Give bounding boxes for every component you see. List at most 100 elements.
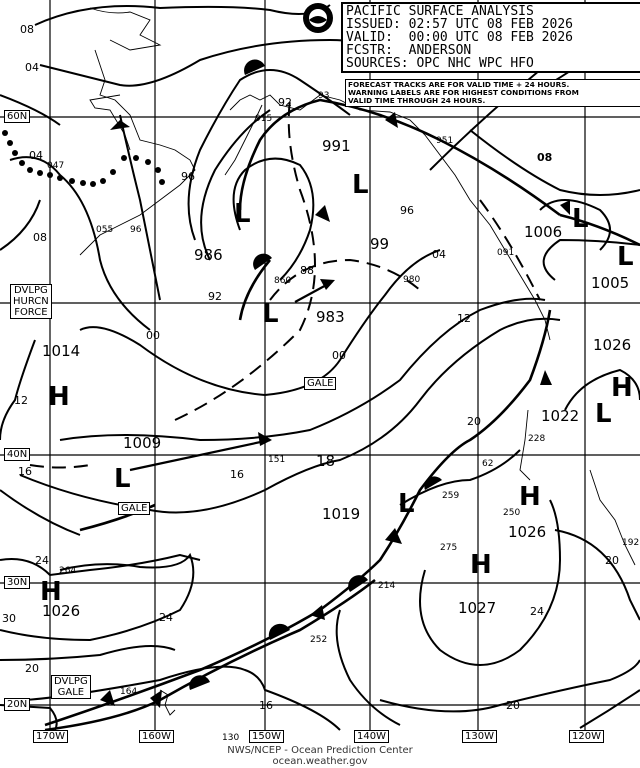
cold-front-triangle — [310, 605, 325, 620]
station-label: 951 — [436, 136, 453, 146]
pressure-label: 1006 — [524, 223, 562, 241]
pressure-label: 991 — [322, 137, 351, 155]
low-symbol: L — [352, 170, 369, 200]
warm-front-semicircle — [268, 623, 290, 640]
forecast-note: FORECAST TRACKS ARE FOR VALID TIME + 24 … — [345, 79, 640, 107]
station-label: 228 — [528, 434, 545, 444]
forecast-tracks — [129, 279, 335, 472]
station-label: 214 — [378, 581, 395, 591]
isobar-label: 20 — [25, 662, 39, 675]
lon-label-120w: 120W — [569, 730, 604, 743]
station-label: 860 — [274, 276, 291, 286]
station-label: 62 — [482, 459, 493, 469]
valid-time: VALID: 00:00 UTC 08 FEB 2026 — [346, 30, 573, 45]
pressure-label: 1009 — [123, 434, 161, 452]
isobar-label: 24 — [159, 611, 173, 624]
station-label: 915 — [255, 114, 272, 124]
ice-edge — [2, 130, 165, 187]
warning-gale: GALE — [304, 377, 337, 390]
station-label: 252 — [310, 635, 327, 645]
isobar-label: 04 — [432, 248, 446, 261]
station-label: 091 — [497, 248, 514, 258]
footer-agency: NWS/NCEP - Ocean Prediction Center — [227, 745, 413, 756]
isobar-label: 12 — [457, 312, 471, 325]
cold-front-triangle — [110, 120, 130, 130]
lat-label-20n: 20N — [4, 698, 31, 711]
station-label: 055 — [96, 225, 113, 235]
noaa-logo — [303, 3, 333, 33]
warning-line: HURCN — [13, 296, 49, 307]
isobar-label: 24 — [530, 605, 544, 618]
cold-front-triangle — [540, 370, 552, 385]
lat-label-60n: 60N — [4, 110, 31, 123]
isobar-label: 20 — [506, 699, 520, 712]
pressure-label: 986 — [194, 246, 223, 264]
high-symbol: H — [48, 382, 70, 412]
lon-label-150w: 150W — [249, 730, 284, 743]
pressure-label: 1026 — [508, 523, 546, 541]
cold-front-triangle — [150, 690, 162, 708]
isobar-labels: 08 04 04 08 96 92 00 12 16 16 24 30 20 2… — [2, 23, 619, 712]
isobar-label: 96 — [181, 170, 195, 183]
station-label: 164 — [120, 687, 137, 697]
warning-hurricane-force: DVLPG HURCN FORCE — [10, 284, 52, 319]
lat-label-30n: 30N — [4, 576, 31, 589]
station-label: 264 — [59, 566, 76, 576]
cold-front-triangle — [560, 200, 570, 215]
station-label: 250 — [503, 508, 520, 518]
low-symbol: L — [572, 204, 589, 234]
note-line: WARNING LABELS ARE FOR HIGHEST CONDITION… — [348, 88, 579, 97]
low-symbol: L — [398, 489, 415, 519]
isobar-label: 18 — [316, 452, 335, 470]
pressure-label: 1027 — [458, 599, 496, 617]
troughs — [29, 99, 541, 469]
isobar-label: 08 — [537, 151, 552, 164]
pressure-label: 1014 — [42, 342, 80, 360]
high-symbol: H — [40, 577, 62, 607]
cold-front-triangle — [100, 690, 115, 706]
cold-front-triangle — [315, 205, 330, 222]
warm-front-semicircle — [244, 59, 265, 75]
lat-label-40n: 40N — [4, 448, 31, 461]
isobar-label: 24 — [35, 554, 49, 567]
pressure-label: 1026 — [42, 602, 80, 620]
note-line: FORECAST TRACKS ARE FOR VALID TIME + 24 … — [348, 80, 570, 89]
isobar-label: 08 — [33, 231, 47, 244]
pressure-label: 1022 — [541, 407, 579, 425]
pressure-label: 99 — [370, 235, 389, 253]
station-label: 93 — [318, 91, 329, 101]
station-label: 259 — [442, 491, 459, 501]
warm-front-semicircle — [424, 476, 442, 490]
isobar-label: 16 — [18, 465, 32, 478]
map-title: PACIFIC SURFACE ANALYSIS — [346, 4, 534, 19]
warning-gale: GALE — [118, 502, 151, 515]
isobars — [0, 4, 640, 731]
isobar-label: 20 — [467, 415, 481, 428]
warning-line: GALE — [57, 687, 85, 698]
lat-lon-grid — [0, 0, 640, 732]
station-label: 151 — [268, 455, 285, 465]
low-symbol: L — [595, 399, 612, 429]
station-label: 047 — [47, 161, 64, 171]
pressure-label: 1026 — [593, 336, 631, 354]
station-label: 96 — [130, 225, 142, 235]
central-pressures: 991 986 983 99 1014 1009 1019 1026 1026 … — [42, 137, 631, 620]
footer-url[interactable]: ocean.weather.gov — [272, 756, 368, 767]
isobar-label: 20 — [605, 554, 619, 567]
station-label: 192 — [622, 538, 639, 548]
warning-developing-gale: DVLPG GALE — [51, 675, 91, 699]
station-label: 275 — [440, 543, 457, 553]
warm-front-semicircle — [253, 253, 272, 270]
fronts — [44, 59, 640, 732]
isobar-label: 92 — [278, 96, 292, 109]
isobar-label: 92 — [208, 290, 222, 303]
isobar-label: 88 — [300, 264, 314, 277]
station-labels: 047 055 93 915 951 091 860 980 151 264 2… — [47, 91, 639, 743]
station-label: 980 — [403, 275, 420, 285]
low-symbol: L — [234, 199, 251, 229]
high-symbol: H — [519, 482, 541, 512]
cold-front-triangle — [385, 528, 402, 544]
pressure-label: 1019 — [322, 505, 360, 523]
